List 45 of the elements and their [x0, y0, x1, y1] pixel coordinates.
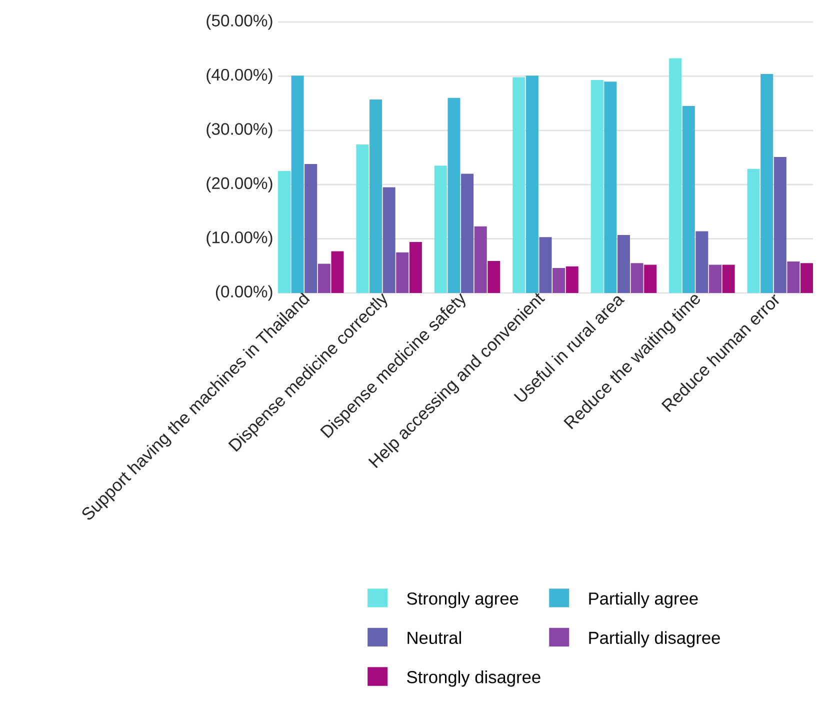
- bar: [747, 168, 760, 293]
- bar: [434, 166, 447, 293]
- bar: [590, 80, 604, 293]
- bar: [682, 106, 695, 293]
- bar: [304, 164, 318, 293]
- legend-label: Strongly agree: [407, 592, 518, 608]
- y-tick-label: (10.00%): [206, 231, 272, 247]
- bar: [488, 261, 500, 293]
- bar: [760, 74, 774, 293]
- bar: [461, 174, 474, 293]
- bar: [566, 266, 578, 293]
- bar: [604, 82, 617, 293]
- bar: [787, 262, 800, 293]
- bar: [356, 144, 369, 293]
- bar: [526, 76, 538, 293]
- bar: [278, 171, 290, 293]
- legend-label: Partially agree: [589, 592, 698, 608]
- bar: [382, 187, 396, 293]
- legend-label: Partially disagree: [589, 631, 720, 648]
- y-tick-label: (40.00%): [206, 68, 272, 84]
- bar: [448, 98, 460, 293]
- bar: [696, 231, 708, 293]
- bar: [722, 264, 735, 293]
- y-tick-label: (20.00%): [206, 176, 272, 192]
- bar: [800, 263, 814, 293]
- bar: [318, 264, 330, 293]
- bar: [409, 242, 422, 293]
- y-tick-label: (50.00%): [206, 14, 272, 30]
- bar: [630, 263, 644, 293]
- bar: [644, 264, 657, 293]
- bar: [512, 77, 526, 293]
- bar: [396, 252, 409, 293]
- bar: [474, 226, 487, 293]
- bar: [539, 237, 552, 293]
- bar: [331, 251, 344, 293]
- bar: [708, 264, 722, 293]
- bar: [669, 58, 682, 293]
- bar: [552, 268, 566, 293]
- bar: [774, 156, 786, 293]
- bar: [617, 235, 630, 293]
- y-tick-label: (30.00%): [206, 122, 272, 138]
- bar: [370, 100, 382, 293]
- legend-label: Neutral: [408, 631, 461, 644]
- bar: [291, 76, 304, 293]
- legend-label: Strongly disagree: [407, 670, 540, 687]
